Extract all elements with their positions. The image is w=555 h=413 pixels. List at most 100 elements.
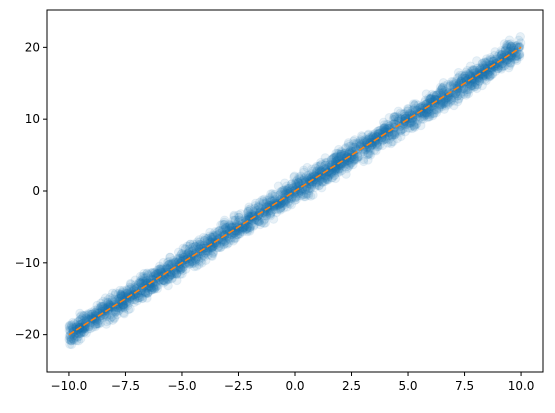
data-point [261,211,272,221]
data-point [371,146,381,156]
data-point [437,100,447,110]
data-point [505,44,516,54]
data-point [372,140,383,151]
data-point [269,201,279,212]
data-point [315,165,326,175]
data-point [493,63,503,73]
data-point [452,84,463,94]
data-point [386,138,396,149]
data-point [339,150,349,161]
data-point [375,125,386,135]
data-point [231,230,241,240]
data-point [477,80,487,91]
data-point [504,39,514,50]
data-point [431,90,442,100]
x-tick-label: 5.0 [398,379,417,393]
data-point [178,265,188,276]
data-point [189,261,200,272]
data-point [210,232,220,242]
data-point [469,64,479,75]
data-point [370,133,380,144]
data-point [98,296,108,307]
data-point [243,205,254,215]
data-point [514,49,525,60]
data-point [457,70,467,81]
data-point [75,314,86,325]
data-point [253,201,264,212]
data-point [478,72,488,82]
data-point [105,297,115,308]
data-point [307,166,318,176]
data-point [283,196,294,207]
data-point [425,94,436,104]
data-point [261,198,271,209]
data-point [383,120,393,130]
x-tick-label: 2.5 [342,379,361,393]
data-point [237,225,247,235]
y-tick-label: 10 [25,112,40,126]
data-point [224,219,234,229]
data-point [132,288,143,298]
data-point [283,198,293,208]
data-point [220,222,231,233]
x-tick-label: 0.0 [285,379,304,393]
data-point [341,143,351,154]
data-point [405,117,415,128]
data-point [327,164,337,175]
data-point [116,289,126,299]
data-point [358,156,369,167]
data-point [439,81,450,91]
data-point [249,220,259,230]
data-point [404,123,415,133]
data-point [322,167,332,178]
data-point [343,162,354,172]
data-point [369,130,380,140]
data-point [65,335,75,345]
data-point [312,166,322,176]
data-point [140,287,150,297]
data-point [202,233,213,244]
data-point [428,90,439,101]
data-point [261,202,272,213]
data-point [92,306,102,316]
data-point [501,43,511,54]
data-point [358,154,369,165]
data-point [344,141,354,152]
data-point [299,174,310,184]
data-point [511,51,522,61]
data-point [345,146,355,156]
data-point [492,64,503,74]
data-point [490,47,500,57]
data-point [197,243,207,254]
data-point [345,141,356,151]
data-point [351,139,362,150]
data-point [299,167,309,177]
data-point [261,209,272,220]
data-point [142,293,152,303]
data-point [282,202,292,212]
data-point [444,81,454,92]
data-point [107,296,118,306]
data-point [192,237,203,247]
data-point [158,275,168,285]
data-point [443,99,453,110]
data-point [188,256,198,266]
data-point [501,40,512,50]
y-tick-label: 0 [32,184,40,198]
data-point [266,208,276,219]
data-point [90,320,101,330]
data-point [97,301,108,312]
data-point [348,136,359,146]
data-point [294,185,304,195]
data-point [165,252,175,263]
data-point [435,86,446,96]
data-point [463,88,474,99]
data-point [196,256,206,267]
data-point [87,309,97,319]
data-point [270,201,280,211]
data-point [329,170,340,180]
data-point [514,42,524,52]
data-point [244,211,254,221]
data-point [430,95,440,105]
data-point [291,192,301,203]
